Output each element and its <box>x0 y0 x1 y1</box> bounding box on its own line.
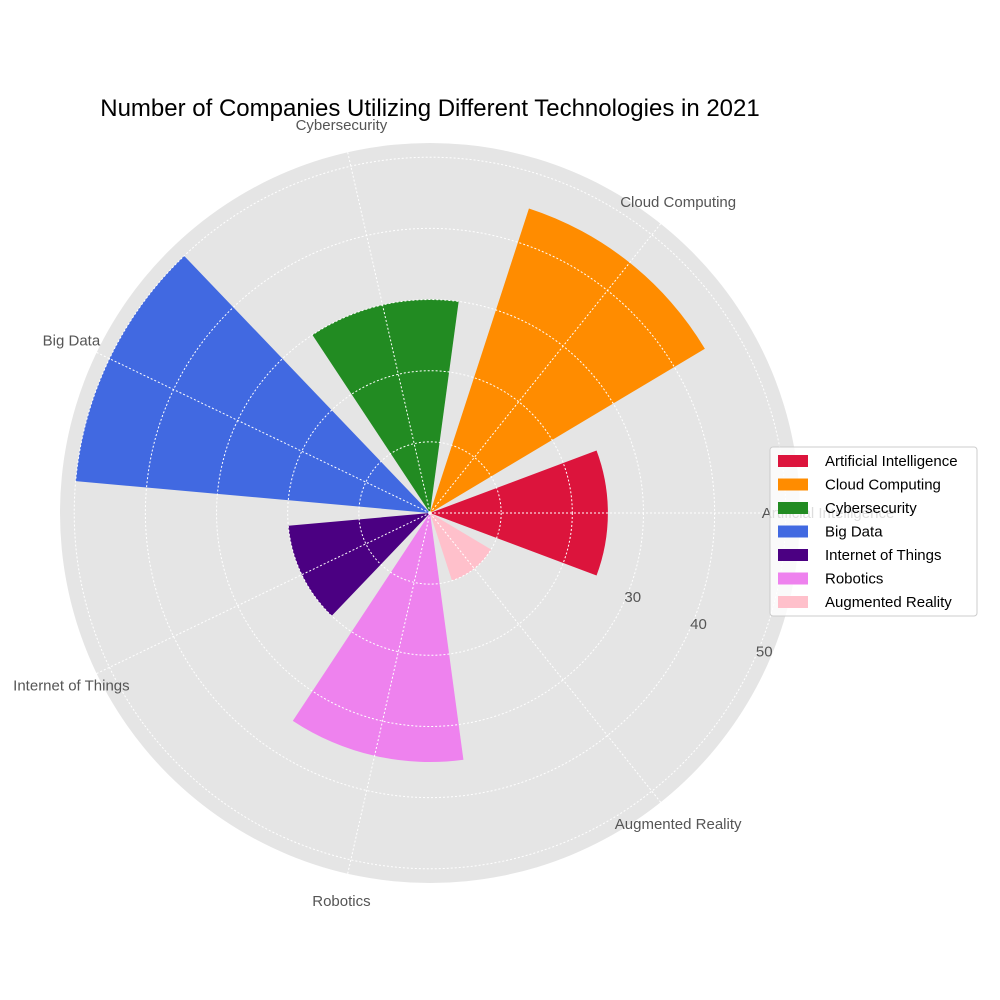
legend-swatch-big-data <box>778 525 808 538</box>
legend-swatch-internet-of-things <box>778 549 808 561</box>
bar-big-data <box>75 255 430 513</box>
grid-spoke <box>347 512 431 874</box>
legend-swatch-cybersecurity <box>778 502 808 514</box>
radial-tick-label: 40 <box>690 616 707 633</box>
legend: Artificial Intelligence Cloud Computing Cy… <box>769 446 978 617</box>
category-label: Robotics <box>312 893 370 910</box>
grid-spoke <box>96 512 431 674</box>
bar-internet-of-things <box>288 513 430 616</box>
legend-label-artificial-intelligence: Artificial Intelligence <box>825 453 958 470</box>
bar-robotics <box>292 513 464 763</box>
legend-label-cloud-computing: Cloud Computing <box>825 477 941 494</box>
legend-label-internet-of-things: Internet of Things <box>825 547 941 564</box>
legend-label-augmented-reality: Augmented Reality <box>825 594 952 611</box>
category-label: Cloud Computing <box>620 194 736 211</box>
bar-augmented-reality <box>430 513 492 581</box>
radial-tick-labels: 30 40 50 <box>624 589 772 660</box>
grid-spoke <box>429 512 662 803</box>
legend-box <box>769 446 978 617</box>
legend-label-robotics: Robotics <box>825 571 883 588</box>
category-label: Augmented Reality <box>615 816 742 833</box>
grid-spoke <box>429 223 662 514</box>
legend-label-cybersecurity: Cybersecurity <box>825 500 917 517</box>
legend-label-big-data: Big Data <box>825 524 883 541</box>
chart-title: Number of Companies Utilizing Different … <box>100 95 759 122</box>
grid-circle <box>287 370 573 656</box>
legend-swatch-robotics <box>778 572 808 585</box>
legend-swatch-artificial-intelligence <box>778 455 808 467</box>
grid-spoke <box>347 152 431 514</box>
radial-tick-label: 50 <box>756 643 773 660</box>
legend-swatch-cloud-computing <box>778 478 808 491</box>
bar-cloud-computing <box>430 208 705 514</box>
bars-group <box>75 208 705 763</box>
radial-tick-label: 30 <box>624 589 641 606</box>
category-label: Cybersecurity <box>296 117 388 134</box>
grid-circle <box>358 441 502 585</box>
bar-cybersecurity <box>312 299 459 513</box>
category-label: Internet of Things <box>13 678 129 695</box>
category-label: Big Data <box>43 332 101 349</box>
legend-swatch-augmented-reality <box>778 596 808 608</box>
grid-spoke <box>96 352 431 514</box>
